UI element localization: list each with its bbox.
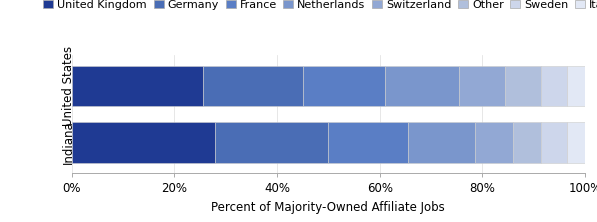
Bar	[72, 122, 216, 163]
Bar	[567, 66, 585, 107]
Bar	[303, 66, 385, 107]
Bar	[72, 66, 202, 107]
Bar	[513, 122, 541, 163]
Bar	[506, 66, 541, 107]
Bar	[202, 66, 303, 107]
X-axis label: Percent of Majority-Owned Affiliate Jobs: Percent of Majority-Owned Affiliate Jobs	[211, 201, 445, 214]
Bar	[385, 66, 459, 107]
Bar	[475, 122, 513, 163]
Bar	[459, 66, 506, 107]
Bar	[541, 66, 567, 107]
Bar	[567, 122, 585, 163]
Bar	[328, 122, 408, 163]
Bar	[541, 122, 567, 163]
Bar	[216, 122, 328, 163]
Legend: United Kingdom, Germany, France, Netherlands, Switzerland, Other, Sweden, Italy: United Kingdom, Germany, France, Netherl…	[44, 0, 597, 10]
Bar	[408, 122, 475, 163]
